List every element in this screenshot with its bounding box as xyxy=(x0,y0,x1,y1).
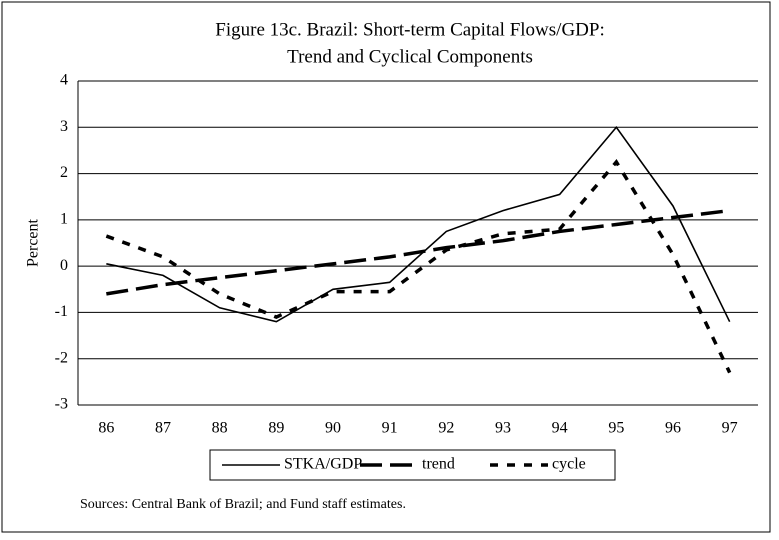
y-tick-label: 3 xyxy=(60,118,68,135)
y-axis-label: Percent xyxy=(25,218,42,267)
x-tick-label: 91 xyxy=(382,420,398,437)
y-tick-label: 2 xyxy=(60,164,68,181)
x-tick-label: 95 xyxy=(608,420,624,437)
source-note: Sources: Central Bank of Brazil; and Fun… xyxy=(80,497,406,512)
chart-title: Trend and Cyclical Components xyxy=(287,46,533,67)
x-tick-label: 93 xyxy=(495,420,511,437)
x-tick-label: 96 xyxy=(665,420,681,437)
legend xyxy=(209,449,616,481)
x-tick-label: 90 xyxy=(325,420,341,437)
legend-label: trend xyxy=(422,456,455,473)
y-tick-label: 1 xyxy=(60,211,68,228)
x-tick-label: 92 xyxy=(438,420,454,437)
x-tick-label: 88 xyxy=(212,420,228,437)
chart-title: Figure 13c. Brazil: Short-term Capital F… xyxy=(215,19,604,40)
y-tick-label: -3 xyxy=(55,396,68,413)
y-tick-label: -1 xyxy=(55,303,68,320)
x-tick-label: 87 xyxy=(155,420,171,437)
x-tick-label: 97 xyxy=(722,420,738,437)
x-tick-label: 86 xyxy=(98,420,114,437)
line-series xyxy=(106,208,730,296)
legend-label: STKA/GDP xyxy=(284,456,362,473)
line-series xyxy=(105,159,732,374)
y-tick-label: 0 xyxy=(60,257,68,274)
legend-label: cycle xyxy=(552,456,586,473)
x-tick-label: 89 xyxy=(268,420,284,437)
y-tick-label: 4 xyxy=(60,72,68,89)
line-series xyxy=(106,125,731,323)
y-tick-label: -2 xyxy=(55,349,68,366)
x-tick-label: 94 xyxy=(552,420,568,437)
frame xyxy=(1,1,771,533)
